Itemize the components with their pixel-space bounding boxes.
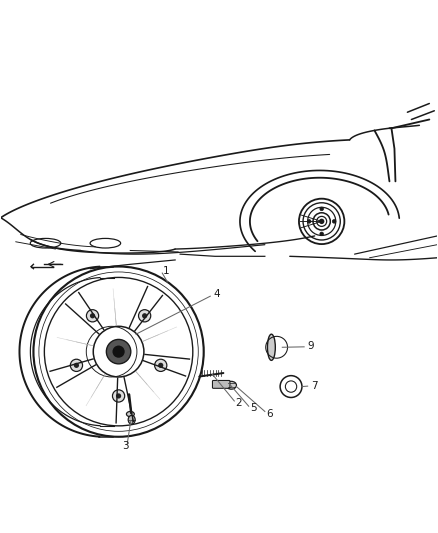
Circle shape [138, 310, 151, 322]
Circle shape [319, 219, 325, 224]
Circle shape [332, 220, 336, 223]
Circle shape [142, 313, 147, 318]
Circle shape [155, 359, 167, 372]
Ellipse shape [128, 415, 135, 424]
Circle shape [86, 310, 99, 322]
Circle shape [74, 363, 79, 368]
Text: 3: 3 [122, 441, 128, 451]
Circle shape [320, 207, 324, 211]
Circle shape [71, 359, 82, 372]
Text: 2: 2 [235, 398, 242, 408]
Circle shape [116, 393, 121, 399]
Circle shape [106, 340, 131, 364]
Text: 9: 9 [307, 342, 314, 351]
Circle shape [320, 232, 324, 236]
Text: 6: 6 [266, 409, 272, 419]
Circle shape [158, 363, 163, 368]
Text: 5: 5 [250, 403, 256, 414]
Circle shape [113, 345, 125, 358]
Text: 4: 4 [213, 289, 220, 299]
Ellipse shape [127, 411, 134, 417]
Circle shape [90, 313, 95, 318]
FancyBboxPatch shape [212, 381, 230, 389]
Ellipse shape [268, 334, 276, 360]
Circle shape [113, 390, 125, 402]
Text: 1: 1 [163, 266, 170, 276]
Ellipse shape [226, 381, 237, 389]
Text: 7: 7 [311, 381, 318, 391]
Circle shape [307, 220, 311, 223]
